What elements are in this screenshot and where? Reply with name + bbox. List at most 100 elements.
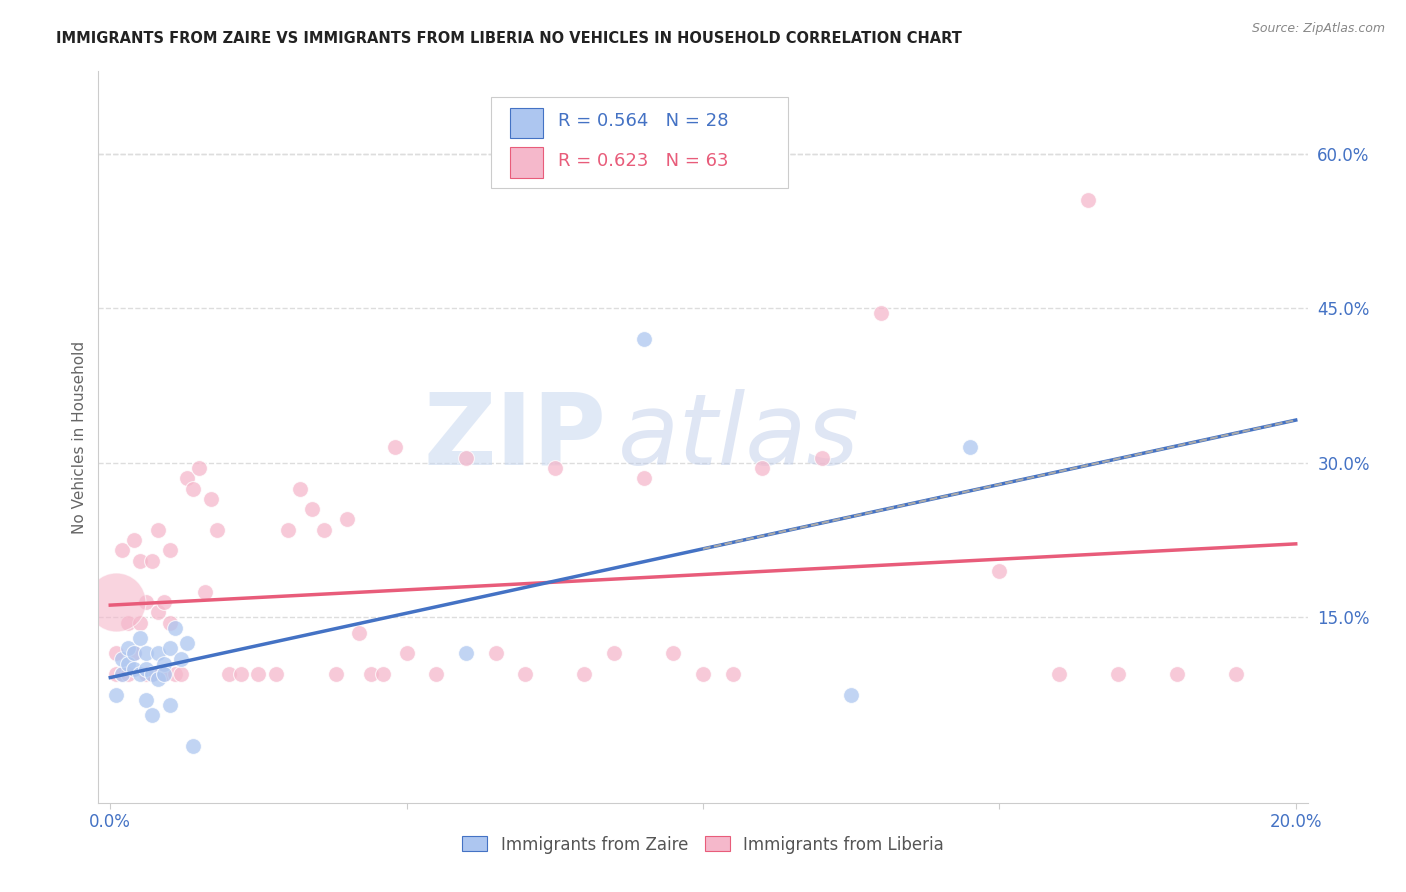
Point bbox=[347, 625, 370, 640]
Point bbox=[117, 641, 139, 656]
Point bbox=[544, 461, 567, 475]
Point bbox=[152, 667, 174, 681]
Point bbox=[181, 482, 204, 496]
Point bbox=[159, 698, 181, 712]
Point bbox=[247, 667, 270, 681]
Point bbox=[122, 533, 145, 547]
Point bbox=[170, 651, 193, 665]
Point bbox=[188, 461, 211, 475]
Point bbox=[135, 595, 157, 609]
Point bbox=[277, 523, 299, 537]
Point bbox=[111, 667, 134, 681]
Point bbox=[839, 688, 862, 702]
Point bbox=[288, 482, 311, 496]
Point bbox=[122, 647, 145, 661]
Point bbox=[117, 657, 139, 671]
Text: atlas: atlas bbox=[619, 389, 860, 485]
Point bbox=[152, 657, 174, 671]
Point bbox=[264, 667, 287, 681]
Point bbox=[146, 605, 169, 619]
Point bbox=[159, 641, 181, 656]
Point bbox=[152, 595, 174, 609]
Point bbox=[1107, 667, 1129, 681]
Point bbox=[135, 693, 157, 707]
Point bbox=[176, 636, 198, 650]
Point bbox=[111, 667, 134, 681]
Point bbox=[959, 441, 981, 455]
Point bbox=[869, 306, 891, 320]
Point bbox=[105, 688, 128, 702]
Point bbox=[105, 595, 128, 609]
Point bbox=[181, 739, 204, 753]
Point bbox=[603, 647, 626, 661]
Point bbox=[988, 564, 1011, 578]
Point bbox=[454, 450, 477, 465]
Point bbox=[1077, 193, 1099, 207]
Text: R = 0.623   N = 63: R = 0.623 N = 63 bbox=[558, 153, 728, 170]
Point bbox=[129, 631, 152, 645]
Point bbox=[633, 332, 655, 346]
Point bbox=[1047, 667, 1070, 681]
Point bbox=[1166, 667, 1188, 681]
FancyBboxPatch shape bbox=[492, 97, 787, 188]
Point bbox=[371, 667, 394, 681]
Point bbox=[135, 662, 157, 676]
Point bbox=[515, 667, 537, 681]
Point bbox=[721, 667, 744, 681]
Point bbox=[205, 523, 228, 537]
Point bbox=[454, 647, 477, 661]
Point bbox=[146, 672, 169, 686]
Point bbox=[122, 662, 145, 676]
Point bbox=[129, 615, 152, 630]
Text: Source: ZipAtlas.com: Source: ZipAtlas.com bbox=[1251, 22, 1385, 36]
Point bbox=[135, 667, 157, 681]
Point bbox=[810, 450, 832, 465]
Point bbox=[117, 667, 139, 681]
Text: IMMIGRANTS FROM ZAIRE VS IMMIGRANTS FROM LIBERIA NO VEHICLES IN HOUSEHOLD CORREL: IMMIGRANTS FROM ZAIRE VS IMMIGRANTS FROM… bbox=[56, 31, 962, 46]
Point bbox=[117, 615, 139, 630]
Point bbox=[662, 647, 685, 661]
Point bbox=[111, 651, 134, 665]
Point bbox=[129, 667, 152, 681]
Text: R = 0.564   N = 28: R = 0.564 N = 28 bbox=[558, 112, 728, 130]
Legend: Immigrants from Zaire, Immigrants from Liberia: Immigrants from Zaire, Immigrants from L… bbox=[456, 829, 950, 860]
Point bbox=[141, 667, 163, 681]
Point bbox=[633, 471, 655, 485]
Point bbox=[129, 554, 152, 568]
Point bbox=[159, 615, 181, 630]
Bar bbox=[509, 108, 543, 138]
Point bbox=[146, 523, 169, 537]
Point bbox=[159, 543, 181, 558]
Point bbox=[425, 667, 447, 681]
Point bbox=[135, 647, 157, 661]
Point bbox=[141, 667, 163, 681]
Point bbox=[165, 621, 187, 635]
Point bbox=[384, 441, 406, 455]
Point bbox=[484, 647, 506, 661]
Point bbox=[692, 667, 714, 681]
Point bbox=[218, 667, 240, 681]
Point bbox=[146, 647, 169, 661]
Point bbox=[360, 667, 382, 681]
Bar bbox=[509, 147, 543, 178]
Point bbox=[200, 491, 222, 506]
Point bbox=[301, 502, 323, 516]
Point bbox=[165, 667, 187, 681]
Point bbox=[176, 471, 198, 485]
Point bbox=[336, 512, 359, 526]
Point bbox=[111, 543, 134, 558]
Text: ZIP: ZIP bbox=[423, 389, 606, 485]
Y-axis label: No Vehicles in Household: No Vehicles in Household bbox=[72, 341, 87, 533]
Point bbox=[141, 554, 163, 568]
Point bbox=[105, 647, 128, 661]
Point bbox=[152, 667, 174, 681]
Point bbox=[574, 667, 596, 681]
Point bbox=[229, 667, 252, 681]
Point bbox=[105, 667, 128, 681]
Point bbox=[122, 647, 145, 661]
Point bbox=[395, 647, 418, 661]
Point bbox=[325, 667, 347, 681]
Point bbox=[194, 584, 217, 599]
Point bbox=[1225, 667, 1247, 681]
Point bbox=[170, 667, 193, 681]
